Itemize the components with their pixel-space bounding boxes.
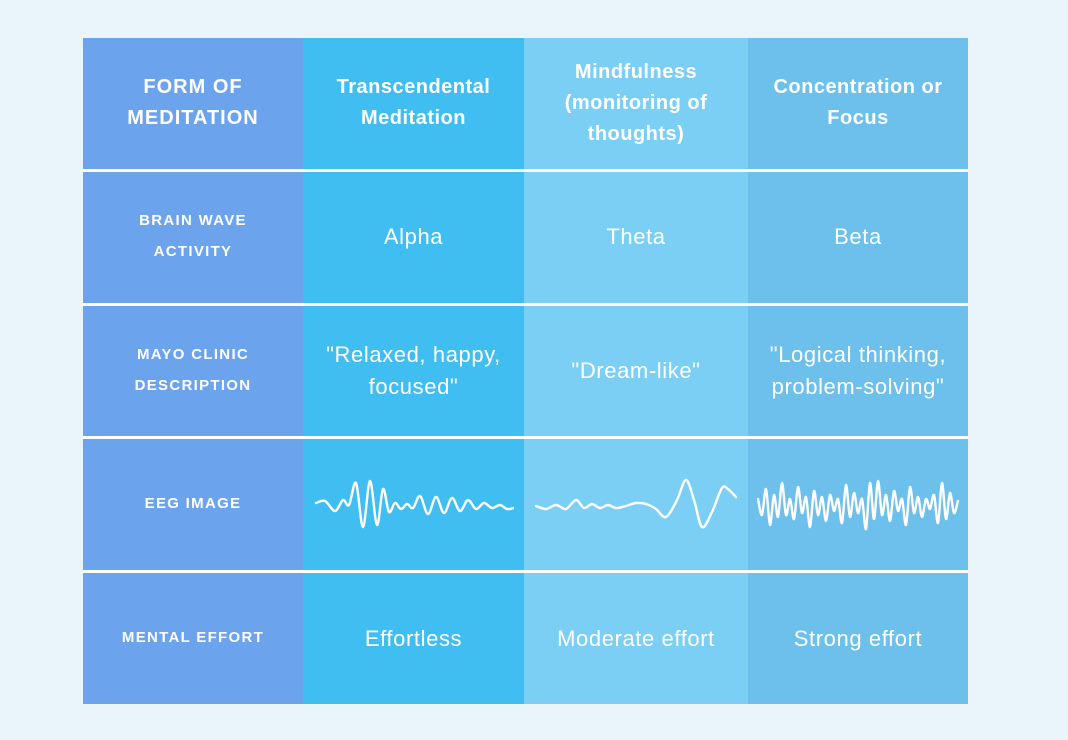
cell-text: "Logical thinking, problem-solving" [769, 342, 947, 399]
cell-text: "Dream-like" [571, 358, 701, 384]
theta-wave-icon [534, 478, 738, 529]
row-label-text: MAYO CLINIC DESCRIPTION [134, 346, 252, 394]
cell-text: Theta [606, 224, 666, 250]
cell-text: "Relaxed, happy, focused" [326, 342, 501, 399]
cell-effort-concentration: Strong effort [748, 573, 968, 704]
column-header-label: Concentration or Focus [773, 76, 943, 130]
cell-description-mindfulness: "Dream-like" [524, 305, 748, 437]
column-header-transcendental: Transcendental Meditation [303, 38, 524, 169]
cell-brain-wave-mindfulness: Theta [524, 171, 748, 303]
row-label-mayo-clinic-description: MAYO CLINIC DESCRIPTION [83, 305, 303, 437]
cell-text: Alpha [383, 224, 444, 250]
cell-effort-tm: Effortless [303, 573, 524, 704]
corner-header-label: FORM OF MEDITATION [127, 76, 259, 130]
row-label-brain-wave-activity: BRAIN WAVE ACTIVITY [83, 171, 303, 303]
row-label-text: EEG IMAGE [144, 495, 242, 513]
column-header-label: Transcendental Meditation [336, 76, 491, 130]
row-label-mental-effort: MENTAL EFFORT [83, 573, 303, 704]
cell-eeg-mindfulness [524, 439, 748, 571]
row-label-eeg-image: EEG IMAGE [83, 439, 303, 571]
cell-text: Strong effort [793, 625, 923, 651]
cell-text: Beta [834, 224, 882, 250]
meditation-comparison-table: FORM OF MEDITATION Transcendental Medita… [83, 38, 968, 704]
cell-description-tm: "Relaxed, happy, focused" [303, 305, 524, 437]
column-header-concentration: Concentration or Focus [748, 38, 968, 169]
cell-text: Effortless [364, 625, 463, 651]
corner-header-cell: FORM OF MEDITATION [83, 38, 303, 169]
cell-effort-mindfulness: Moderate effort [524, 573, 748, 704]
cell-brain-wave-concentration: Beta [748, 171, 968, 303]
cell-text: Moderate effort [557, 625, 715, 651]
row-label-text: MENTAL EFFORT [121, 629, 265, 647]
cell-eeg-tm [303, 439, 524, 571]
column-header-mindfulness: Mindfulness (monitoring of thoughts) [524, 38, 748, 169]
beta-wave-icon [756, 479, 960, 530]
cell-brain-wave-tm: Alpha [303, 171, 524, 303]
cell-description-concentration: "Logical thinking, problem-solving" [748, 305, 968, 437]
cell-eeg-concentration [748, 439, 968, 571]
column-header-label: Mindfulness (monitoring of thoughts) [564, 60, 708, 145]
row-label-text: BRAIN WAVE ACTIVITY [139, 212, 247, 261]
alpha-wave-icon [314, 479, 514, 528]
